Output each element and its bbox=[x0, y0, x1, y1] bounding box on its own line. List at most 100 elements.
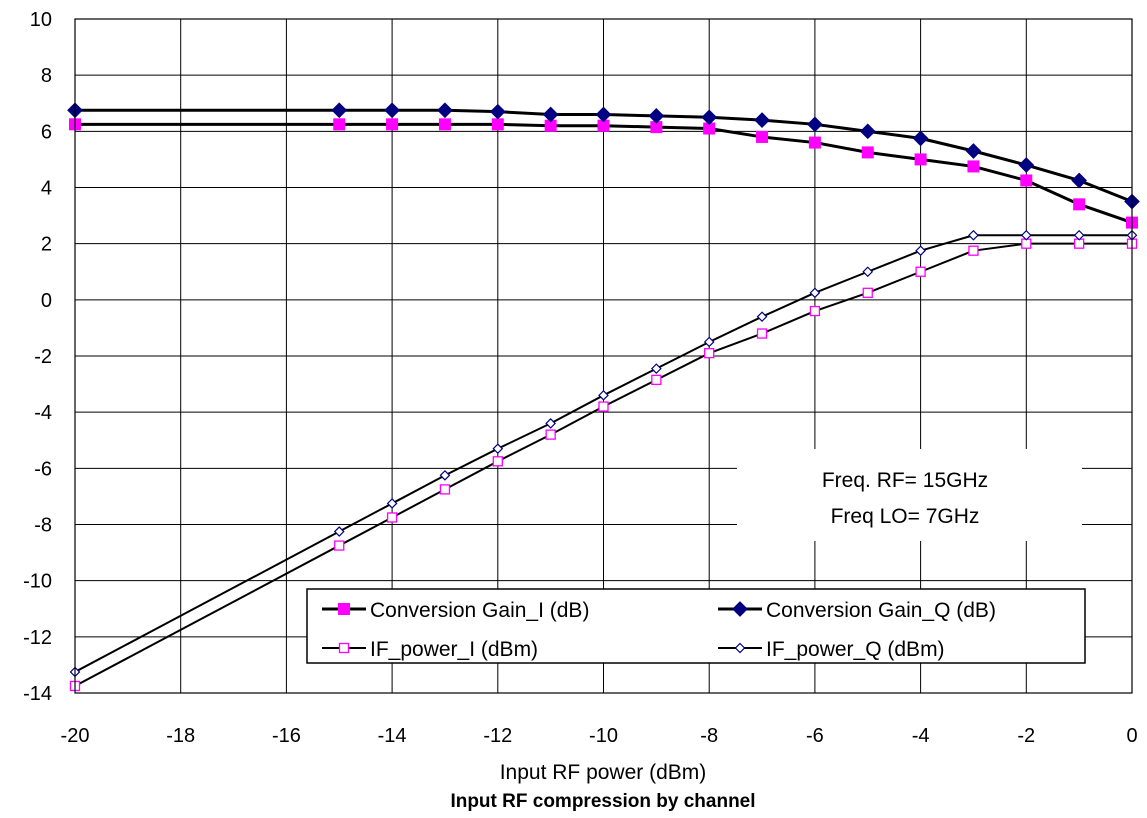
data-point-marker bbox=[968, 229, 979, 241]
legend-label: Conversion Gain_I (dB) bbox=[370, 599, 589, 622]
y-tick-label: -14 bbox=[23, 683, 52, 705]
y-axis-ticks: 10 8 6 4 2 0 -2 -4 -6 -8 -10 -12 -14 bbox=[23, 9, 52, 705]
data-point-marker bbox=[756, 130, 769, 143]
x-tick-label: -20 bbox=[61, 725, 90, 747]
chart-caption: Input RF compression by channel bbox=[450, 791, 755, 812]
data-point-marker bbox=[542, 106, 559, 123]
data-point-marker bbox=[915, 266, 926, 277]
data-point-marker bbox=[438, 118, 451, 131]
data-point-marker bbox=[701, 109, 718, 126]
data-point-marker bbox=[334, 540, 345, 551]
data-point-marker bbox=[968, 245, 979, 256]
y-tick-label: -8 bbox=[34, 515, 52, 537]
x-tick-label: -10 bbox=[589, 725, 618, 747]
y-tick-label: 2 bbox=[41, 234, 52, 256]
data-point-marker bbox=[1020, 229, 1032, 241]
data-point-marker bbox=[756, 328, 768, 339]
data-point-marker bbox=[1071, 172, 1087, 189]
data-point-marker bbox=[1073, 229, 1085, 241]
data-point-marker bbox=[1020, 174, 1033, 187]
data-point-marker bbox=[651, 374, 662, 386]
data-point-marker bbox=[333, 526, 345, 537]
data-point-marker bbox=[384, 102, 400, 119]
x-tick-label: -4 bbox=[912, 725, 930, 747]
data-point-marker bbox=[1073, 198, 1086, 211]
data-point-marker bbox=[492, 443, 504, 455]
data-point-marker bbox=[1018, 157, 1035, 173]
x-axis-label: Input RF power (dBm) bbox=[500, 761, 707, 784]
y-tick-label: 0 bbox=[41, 290, 52, 312]
annotation-lo-frequency: Freq LO= 7GHz bbox=[831, 505, 980, 528]
x-tick-label: -8 bbox=[700, 725, 718, 747]
legend-label: IF_power_I (dBm) bbox=[370, 638, 538, 661]
data-point-marker bbox=[809, 287, 821, 299]
x-axis-ticks: -20 -18 -16 -14 -12 -10 -8 -6 -4 -2 0 bbox=[61, 725, 1138, 747]
data-point-marker bbox=[756, 311, 768, 323]
data-point-marker bbox=[808, 136, 821, 149]
plot-frame bbox=[74, 18, 1133, 694]
legend-label: Conversion Gain_Q (dB) bbox=[766, 599, 996, 622]
data-point-marker bbox=[331, 102, 348, 119]
data-point-marker bbox=[595, 106, 612, 123]
data-point-marker bbox=[807, 116, 823, 133]
data-point-marker bbox=[862, 287, 873, 298]
y-tick-label: -10 bbox=[23, 571, 52, 593]
series-3 bbox=[69, 238, 1138, 692]
data-point-marker bbox=[915, 245, 926, 257]
x-tick-label: -14 bbox=[378, 725, 407, 747]
data-point-marker bbox=[754, 112, 770, 128]
y-tick-label: 8 bbox=[41, 65, 52, 87]
y-tick-label: -4 bbox=[34, 402, 52, 424]
data-point-marker bbox=[545, 429, 556, 440]
data-point-marker bbox=[598, 401, 609, 412]
data-point-marker bbox=[861, 146, 874, 159]
data-point-marker bbox=[734, 642, 746, 654]
y-tick-label: 4 bbox=[41, 178, 52, 200]
x-tick-label: -6 bbox=[806, 725, 824, 747]
data-point-marker bbox=[386, 498, 398, 509]
y-tick-label: -6 bbox=[34, 458, 52, 480]
data-point-marker bbox=[386, 118, 399, 131]
data-point-marker bbox=[338, 642, 350, 654]
y-tick-label: 6 bbox=[41, 121, 52, 143]
data-point-marker bbox=[967, 160, 980, 173]
data-point-marker bbox=[491, 118, 504, 131]
data-point-marker bbox=[703, 336, 715, 348]
data-point-marker bbox=[648, 108, 665, 124]
annotation-rf-frequency: Freq. RF= 15GHz bbox=[822, 469, 988, 492]
data-point-marker bbox=[437, 102, 453, 119]
y-tick-label: -2 bbox=[34, 346, 52, 368]
data-point-marker bbox=[651, 363, 662, 374]
data-point-marker bbox=[545, 418, 556, 429]
x-tick-label: -16 bbox=[272, 725, 301, 747]
data-point-marker bbox=[862, 266, 874, 278]
x-tick-label: -2 bbox=[1017, 725, 1035, 747]
x-tick-label: 0 bbox=[1126, 725, 1137, 747]
y-tick-label: -12 bbox=[23, 627, 52, 649]
data-point-marker bbox=[333, 118, 346, 131]
data-point-marker bbox=[338, 603, 350, 615]
data-point-marker bbox=[859, 123, 876, 140]
annotation-box: Freq. RF= 15GHz Freq LO= 7GHz bbox=[737, 449, 1082, 541]
data-point-marker bbox=[912, 130, 929, 147]
legend-label: IF_power_Q (dBm) bbox=[766, 638, 945, 661]
data-point-marker bbox=[809, 305, 821, 317]
annotation-background bbox=[737, 449, 1082, 541]
legend: Conversion Gain_I (dB) Conversion Gain_Q … bbox=[306, 588, 1086, 664]
x-tick-label: -18 bbox=[166, 725, 195, 747]
data-point-marker bbox=[704, 348, 715, 359]
data-point-marker bbox=[598, 389, 609, 401]
data-point-marker bbox=[489, 103, 506, 120]
data-point-marker bbox=[439, 484, 451, 495]
y-tick-label: 10 bbox=[30, 9, 52, 31]
data-point-marker bbox=[439, 470, 451, 481]
data-point-marker bbox=[492, 456, 503, 467]
data-point-marker bbox=[914, 153, 927, 166]
data-point-marker bbox=[732, 601, 748, 617]
x-tick-label: -12 bbox=[483, 725, 512, 747]
data-point-marker bbox=[386, 512, 398, 523]
series-4 bbox=[69, 229, 1138, 678]
data-point-marker bbox=[965, 143, 982, 159]
